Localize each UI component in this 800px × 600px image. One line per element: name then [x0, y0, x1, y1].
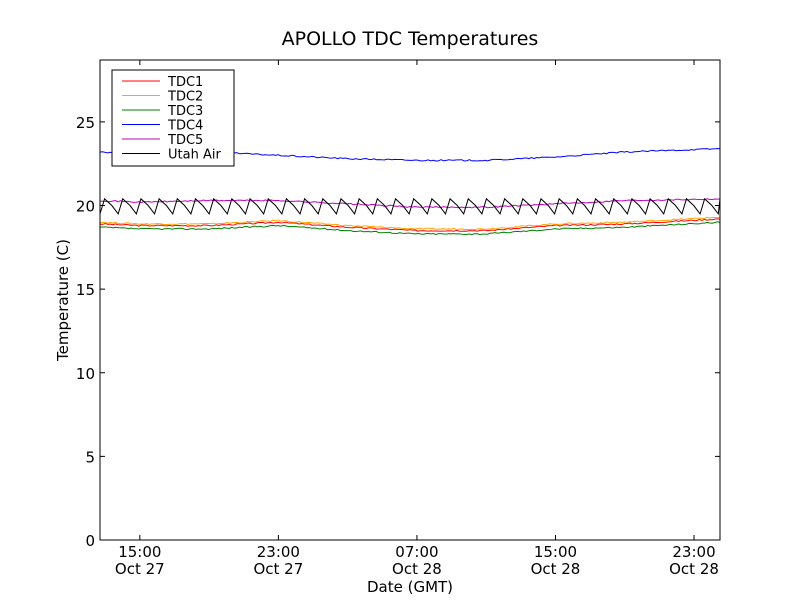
y-tick-label: 0: [85, 532, 95, 550]
x-tick-label-date: Oct 28: [669, 560, 719, 578]
series-line-tdc2: [99, 216, 721, 231]
y-axis-label: Temperature (C): [54, 239, 72, 362]
legend-label: TDC5: [167, 133, 203, 148]
x-tick-label-date: Oct 28: [392, 560, 442, 578]
x-tick-label-time: 07:00: [395, 543, 438, 561]
x-axis-label: Date (GMT): [367, 578, 453, 596]
y-tick-label: 15: [76, 281, 95, 299]
y-tick-label: 25: [76, 114, 95, 132]
chart-title: APOLLO TDC Temperatures: [282, 28, 539, 50]
legend-box: [111, 69, 235, 167]
y-tick-label: 5: [85, 448, 95, 466]
x-tick-label-date: Oct 27: [115, 560, 165, 578]
series-line-tdc1: [99, 218, 721, 232]
series-line-tdc3: [99, 221, 721, 236]
y-axis: 0 5 10 15 20 25: [76, 114, 720, 550]
x-tick-label-time: 15:00: [534, 543, 577, 561]
plot-frame: [99, 59, 721, 541]
legend-label: Utah Air: [168, 148, 221, 163]
y-tick-label: 10: [76, 365, 95, 383]
series-line-utah-air: [99, 197, 721, 216]
series-line-tdc5: [99, 198, 721, 209]
legend-label: TDC4: [167, 119, 203, 134]
x-tick-label-date: Oct 28: [531, 560, 581, 578]
x-tick-label-time: 23:00: [672, 543, 715, 561]
x-tick-label-time: 15:00: [118, 543, 161, 561]
y-tick-label: 20: [76, 198, 95, 216]
legend-label: TDC1: [167, 75, 203, 90]
legend-label: TDC2: [167, 90, 203, 105]
legend-label: TDC3: [167, 104, 203, 119]
x-tick-label-time: 23:00: [257, 543, 300, 561]
x-tick-label-date: Oct 27: [253, 560, 303, 578]
